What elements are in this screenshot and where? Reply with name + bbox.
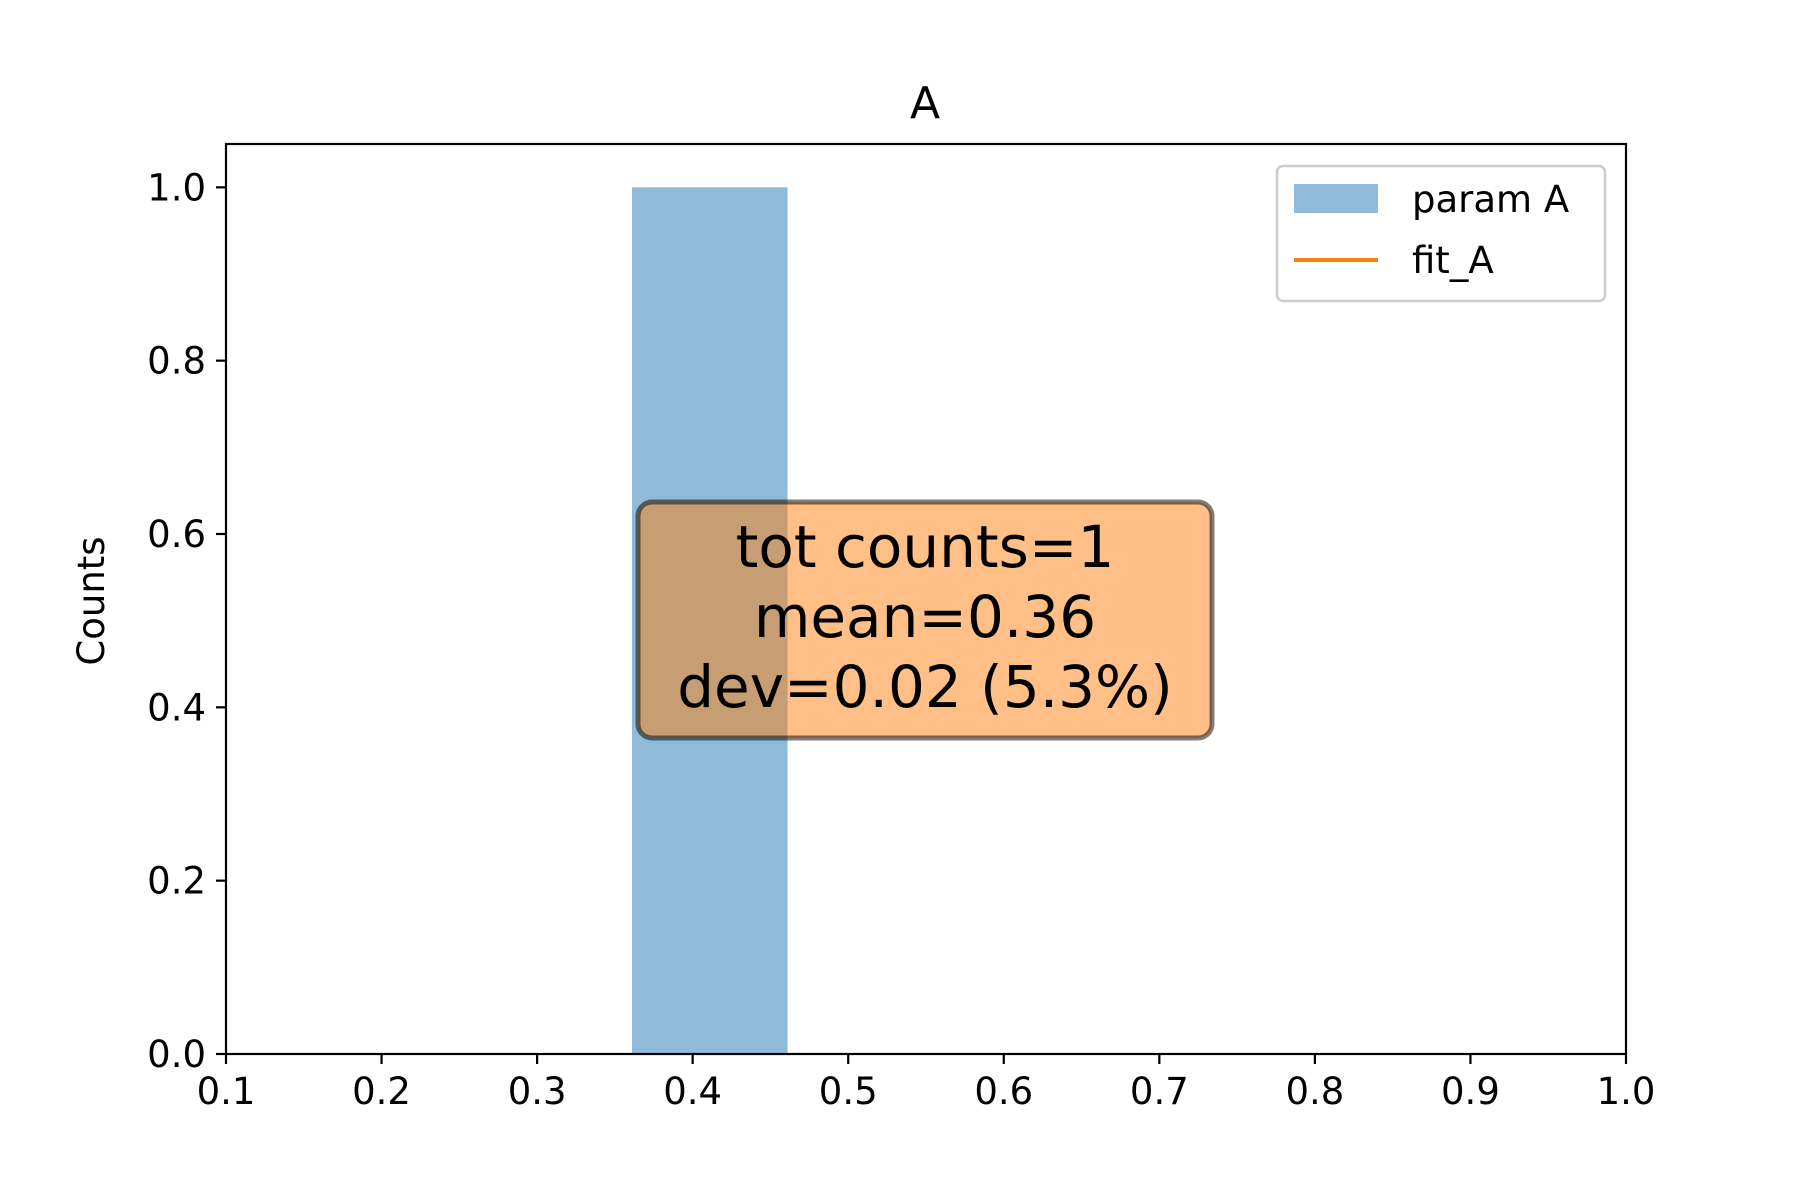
legend-label-fit-a: fit_A	[1412, 239, 1494, 282]
x-axis-ticks: 0.1 0.2 0.3 0.4 0.5 0.6 0.7 0.8 0.9 1.0	[197, 1054, 1656, 1113]
legend: param A fit_A	[1275, 164, 1607, 303]
x-tick-label: 0.7	[1130, 1070, 1189, 1113]
x-tick-label: 1.0	[1597, 1070, 1656, 1113]
x-tick-label: 0.6	[974, 1070, 1033, 1113]
y-tick-label: 0.6	[147, 513, 206, 556]
y-axis-ticks: 0.0 0.2 0.4 0.6 0.8 1.0	[147, 166, 226, 1076]
y-tick-label: 0.8	[147, 340, 206, 383]
x-tick-label: 0.5	[819, 1070, 878, 1113]
stats-line-mean: mean=0.36	[754, 583, 1096, 651]
x-tick-label: 0.3	[508, 1070, 567, 1113]
chart-title: A	[910, 78, 940, 129]
legend-swatch-param-a	[1294, 184, 1378, 213]
x-tick-label: 0.8	[1285, 1070, 1344, 1113]
x-tick-label: 0.9	[1441, 1070, 1500, 1113]
stats-line-deviation: dev=0.02 (5.3%)	[677, 653, 1173, 721]
y-axis-label: Counts	[70, 536, 113, 665]
y-tick-label: 0.0	[147, 1033, 206, 1076]
x-tick-label: 0.2	[352, 1070, 411, 1113]
plot-area-frame	[224, 142, 1628, 1056]
y-tick-label: 0.2	[147, 860, 206, 903]
x-tick-label: 0.1	[197, 1070, 256, 1113]
legend-label-param-a: param A	[1412, 178, 1569, 221]
y-tick-label: 1.0	[147, 166, 206, 209]
stats-annotation-box: tot counts=1 mean=0.36 dev=0.02 (5.3%)	[635, 499, 1215, 741]
y-tick-label: 0.4	[147, 686, 206, 729]
stats-line-total-counts: tot counts=1	[736, 513, 1115, 581]
x-tick-label: 0.4	[663, 1070, 722, 1113]
stats-box-background	[635, 499, 1215, 741]
